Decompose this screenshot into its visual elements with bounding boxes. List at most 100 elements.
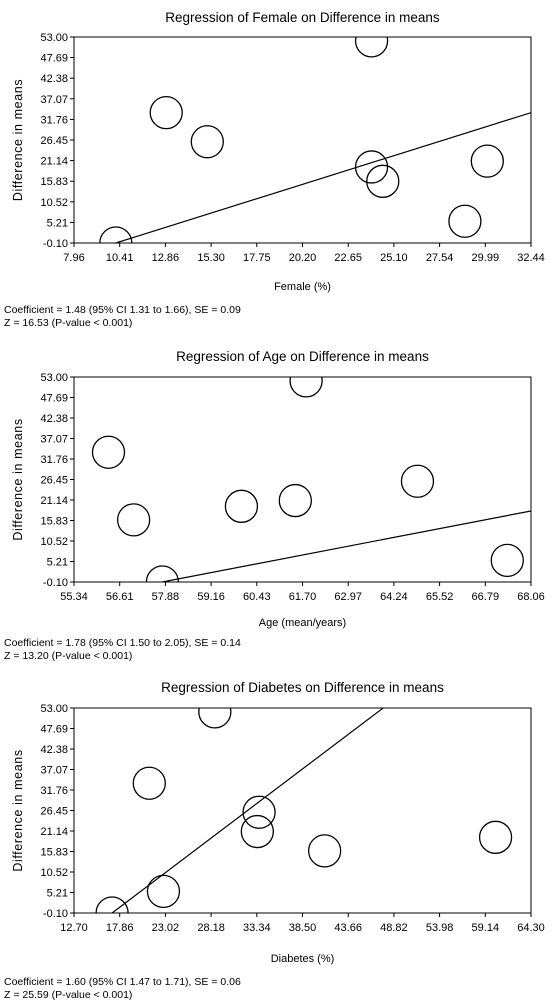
chart-2-x-tick-label: 59.16 — [197, 591, 225, 603]
chart-1-y-tick-label: 5.21 — [47, 217, 68, 229]
chart-3-point-1 — [95, 896, 129, 913]
chart-2-point-7 — [400, 464, 435, 498]
chart-1-regression-line — [115, 112, 531, 243]
chart-2-y-tick-label: 47.69 — [40, 393, 68, 405]
chart-2-y-tick-label: 53.00 — [40, 372, 68, 384]
chart-3-x-tick-label: 64.30 — [517, 922, 545, 934]
chart-3-y-tick-label: 53.00 — [40, 703, 68, 715]
chart-1-title: Regression of Female on Difference in me… — [165, 10, 440, 25]
chart-2-x-tick-label: 60.43 — [243, 591, 271, 603]
chart-3-y-tick-label: 15.83 — [40, 847, 68, 859]
chart-1-point-5 — [354, 150, 389, 184]
chart-1-y-tick-label: 47.69 — [40, 53, 68, 65]
chart-1-point-1 — [99, 226, 133, 243]
chart-2: Regression of Age on Difference in means… — [11, 349, 545, 629]
chart-2-point-3 — [145, 565, 180, 582]
chart-2-regression-line — [162, 510, 531, 582]
chart-2-stats-line-2: Z = 13.20 (P-value < 0.001) — [4, 650, 133, 662]
chart-2-x-tick-label: 57.88 — [152, 591, 180, 603]
chart-3-plot-frame — [73, 707, 532, 914]
chart-2-y-tick-label: 15.83 — [40, 516, 68, 528]
chart-2-x-tick-label: 68.06 — [517, 591, 545, 603]
chart-3-stats-line-2: Z = 25.59 (P-value < 0.001) — [4, 989, 133, 1001]
chart-2-y-tick-label: 21.14 — [40, 495, 68, 507]
chart-3-x-tick-label: 53.98 — [426, 922, 454, 934]
chart-3-point-5 — [242, 795, 276, 829]
chart-2-y-tick-label: -0.10 — [43, 577, 68, 589]
chart-1-point-4 — [354, 37, 389, 58]
chart-2-stats-line-1: Coefficient = 1.78 (95% CI 1.50 to 2.05)… — [4, 637, 241, 649]
chart-3-y-tick-label: 47.69 — [40, 724, 68, 736]
chart-1-y-tick-label: 26.45 — [40, 135, 68, 147]
chart-1-stats-line-2: Z = 16.53 (P-value < 0.001) — [4, 317, 133, 329]
chart-2-plot-area — [91, 377, 531, 582]
chart-3-point-4 — [198, 708, 232, 729]
chart-3-x-tick-label: 33.34 — [243, 922, 271, 934]
chart-3-regression-line — [111, 708, 384, 913]
chart-1-x-tick-label: 27.54 — [426, 252, 454, 264]
chart-1-y-tick-label: 42.38 — [40, 73, 68, 85]
chart-2-y-tick-label: 42.38 — [40, 413, 68, 425]
chart-3-stats: Coefficient = 1.60 (95% CI 1.47 to 1.71)… — [4, 976, 241, 1002]
chart-2-point-5 — [278, 483, 312, 518]
chart-1-point-7 — [448, 204, 482, 238]
chart-2-x-axis-label: Age (mean/years) — [259, 617, 346, 629]
chart-1: Regression of Female on Difference in me… — [11, 10, 545, 293]
chart-2-x-tick-label: 55.34 — [60, 591, 88, 603]
chart-1-y-axis-label: Difference in means — [11, 79, 25, 201]
chart-1-x-tick-label: 29.99 — [472, 252, 500, 264]
chart-3-point-2 — [132, 766, 166, 800]
chart-3-x-tick-label: 28.18 — [197, 922, 225, 934]
chart-2-point-6 — [289, 377, 323, 398]
chart-3-y-tick-label: 37.07 — [40, 765, 68, 777]
chart-1-x-tick-label: 25.10 — [380, 252, 408, 264]
chart-3-point-3 — [146, 874, 181, 909]
chart-1-x-axis-label: Female (%) — [274, 281, 331, 293]
chart-3-y-tick-label: 26.45 — [40, 806, 68, 818]
chart-2-y-axis-label: Difference in means — [11, 418, 25, 540]
chart-2-y-tick-label: 10.52 — [40, 536, 68, 548]
chart-1-y-tick-label: -0.10 — [43, 238, 68, 250]
chart-3-y-tick-label: 10.52 — [40, 867, 68, 879]
chart-1-y-tick-label: 21.14 — [40, 156, 68, 168]
chart-3-y-tick-label: 42.38 — [40, 744, 68, 756]
chart-1-x-tick-label: 7.96 — [63, 252, 84, 264]
chart-2-point-2 — [116, 503, 151, 537]
chart-1-plot-frame — [73, 36, 532, 244]
chart-3-y-tick-label: -0.10 — [43, 908, 68, 920]
chart-2-stats: Coefficient = 1.78 (95% CI 1.50 to 2.05)… — [4, 637, 241, 663]
chart-2-x-tick-label: 61.70 — [289, 591, 317, 603]
chart-1-x-tick-label: 22.65 — [334, 252, 362, 264]
chart-3-y-tick-label: 21.14 — [40, 826, 68, 838]
chart-2-point-4 — [224, 489, 259, 523]
chart-2-y-tick-label: 26.45 — [40, 475, 68, 487]
chart-3-y-tick-label: 31.76 — [40, 785, 68, 797]
chart-2-x-tick-label: 66.79 — [472, 591, 500, 603]
chart-1-point-2 — [149, 95, 183, 130]
chart-1-x-tick-label: 32.44 — [517, 252, 545, 264]
chart-3-x-tick-label: 23.02 — [152, 922, 180, 934]
chart-2-y-tick-label: 5.21 — [47, 557, 68, 569]
chart-1-y-tick-label: 53.00 — [40, 32, 68, 44]
chart-1-y-tick-label: 31.76 — [40, 114, 68, 126]
chart-3-y-tick-label: 5.21 — [47, 888, 68, 900]
chart-2-x-tick-label: 56.61 — [106, 591, 134, 603]
chart-3-x-tick-label: 12.70 — [60, 922, 88, 934]
chart-3-point-7 — [307, 834, 342, 868]
chart-3-point-8 — [478, 820, 513, 854]
chart-1-x-tick-label: 17.75 — [243, 252, 271, 264]
chart-2-point-1 — [91, 435, 126, 469]
chart-1-y-tick-label: 10.52 — [40, 197, 68, 209]
chart-3-stats-line-1: Coefficient = 1.60 (95% CI 1.47 to 1.71)… — [4, 976, 241, 988]
chart-3-title: Regression of Diabetes on Difference in … — [161, 680, 444, 695]
chart-2-x-tick-label: 62.97 — [334, 591, 362, 603]
chart-1-y-tick-label: 15.83 — [40, 176, 68, 188]
chart-1-point-3 — [190, 125, 224, 159]
chart-1-stats: Coefficient = 1.48 (95% CI 1.31 to 1.66)… — [4, 304, 241, 330]
chart-3-plot-area — [95, 708, 513, 913]
chart-1-x-tick-label: 12.86 — [152, 252, 180, 264]
chart-3-x-tick-label: 38.50 — [289, 922, 317, 934]
chart-3-x-axis-label: Diabetes (%) — [271, 953, 335, 965]
chart-3-x-tick-label: 17.86 — [106, 922, 134, 934]
